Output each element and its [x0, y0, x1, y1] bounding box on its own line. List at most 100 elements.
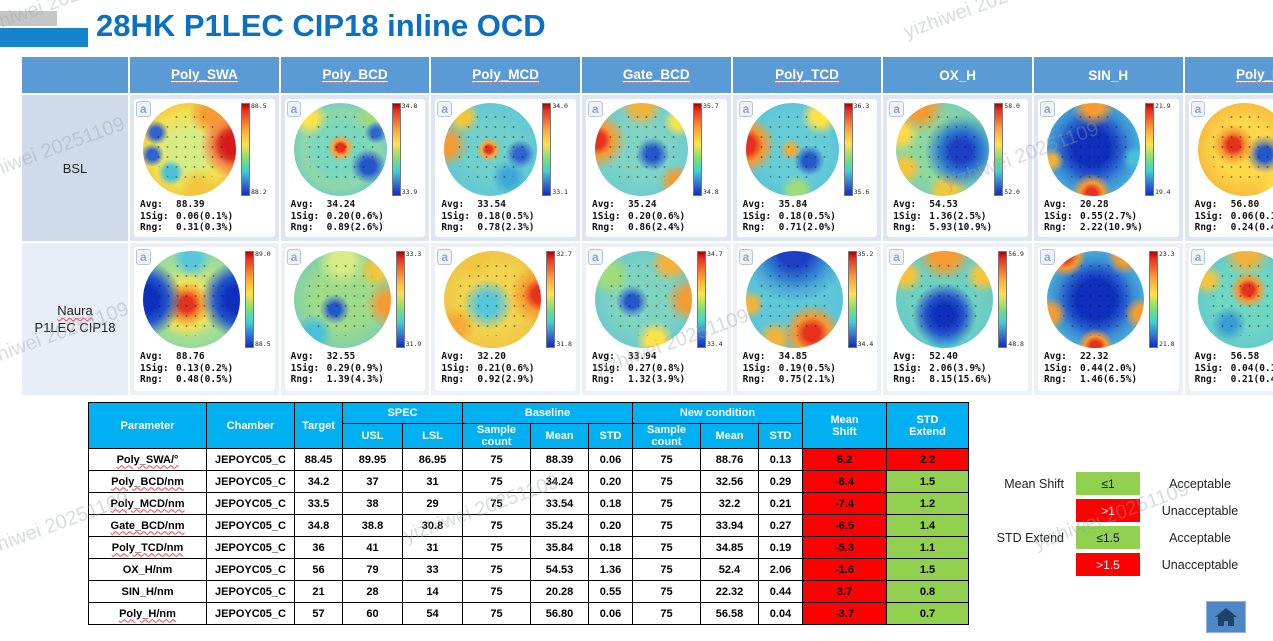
chamber-cell: JEPOYC05_C: [206, 470, 295, 493]
mean-shift-cell: -7.4: [802, 492, 887, 515]
wafer-stats: Avg: 32.20 1Sig: 0.21(0.6%) Rng: 0.92(2.9%): [441, 351, 535, 385]
target-cell: 56: [294, 558, 343, 581]
wafer-cell-bsl-poly-bcd: a 34.8 33.9 Avg: 34.24 1Sig: 0.20(0.6%) Rng: 0.8…: [280, 95, 430, 241]
column-header-label: Gate_BCD: [622, 66, 690, 84]
wafer-stats: Avg: 33.54 1Sig: 0.18(0.5%) Rng: 0.78(2.3%): [441, 199, 535, 233]
legend-status: Acceptable: [1169, 476, 1231, 491]
row-label-text: P1LEC CIP18: [34, 320, 116, 335]
column-header-sin-h: SIN_H: [1033, 57, 1183, 93]
legend-row: >1 Unacceptable: [970, 497, 1252, 524]
wafer-map: [1197, 103, 1273, 196]
wafer-cell-naura-poly-tcd: a 35.2 34.4 Avg: 34.85 1Sig: 0.19(0.5%) Rng: 0.7…: [732, 243, 882, 395]
legend-row: >1.5 Unacceptable: [970, 551, 1252, 578]
wafer-cell-naura-poly-mcd: a 32.7 31.8 Avg: 32.20 1Sig: 0.21(0.6%) Rng: 0.9…: [431, 243, 580, 395]
wafer-stats: Avg: 22.32 1Sig: 0.44(2.0%) Rng: 1.46(6.5%): [1043, 351, 1138, 385]
table-row: Poly_BCD/nm JEPOYC05_C 34.2 37 31 75 34.24 0.20…: [88, 470, 969, 493]
new-count-cell: 75: [632, 580, 701, 603]
baseline-mean-cell: 56.80: [530, 602, 589, 625]
new-std-cell: 0.27: [758, 514, 803, 537]
wafer-cell-bsl-ox-h: a 58.0 52.0 Avg: 54.53 1Sig: 1.36(2.5%) Rng: 5.9…: [883, 95, 1032, 241]
watermark: yizhiwei 20251109: [900, 0, 1062, 44]
wafer-map: [896, 251, 994, 348]
table-row: Gate_BCD/nm JEPOYC05_C 34.8 38.8 30.8 75 35.24…: [88, 514, 969, 537]
th-new-condition-group: New condition: [632, 402, 803, 424]
baseline-mean-cell: 35.84: [530, 536, 589, 559]
usl-cell: 41: [342, 536, 403, 559]
lsl-cell: 86.95: [402, 448, 463, 471]
new-count-cell: 75: [632, 448, 701, 471]
new-count-cell: 75: [632, 492, 701, 515]
wafer-cell-naura-poly-h: a56.756.3Avg:56.581Sig:0.04(0.1%)Rng:0.2…: [1184, 243, 1273, 395]
param-cell: Poly_MCD/nm: [88, 492, 207, 515]
row-label-text: BSL: [62, 160, 88, 176]
table-row: Poly_SWA/° JEPOYC05_C 88.45 89.95 86.95 75 88.…: [88, 448, 969, 471]
wafer-stats: Avg: 54.53 1Sig: 1.36(2.5%) Rng: 5.93(10.9%): [893, 199, 993, 233]
baseline-mean-cell: 33.54: [530, 492, 589, 515]
legend: Mean Shift ≤1 Acceptable >1 Unacceptable ST…: [970, 470, 1252, 578]
a-logo: a: [1039, 249, 1055, 265]
chamber-cell: JEPOYC05_C: [206, 602, 295, 625]
home-button[interactable]: [1206, 601, 1246, 633]
usl-cell: 38.8: [342, 514, 403, 537]
mean-shift-cell: -3.7: [802, 602, 887, 625]
a-logo: a: [286, 101, 302, 117]
wafer-stats: Avg: 32.55 1Sig: 0.29(0.9%) Rng: 1.39(4.3%): [290, 351, 384, 385]
new-std-cell: 0.29: [758, 470, 803, 493]
usl-cell: 38: [342, 492, 403, 515]
a-logo: a: [889, 249, 904, 265]
chamber-cell: JEPOYC05_C: [206, 448, 295, 471]
colorbar: 32.7 31.8: [546, 251, 572, 348]
new-mean-cell: 52.4: [700, 558, 759, 581]
wafer-stats: Avg: 33.94 1Sig: 0.27(0.8%) Rng: 1.32(3.9%): [591, 351, 686, 385]
column-header-label: Poly_SWA: [170, 66, 238, 84]
table-row: Poly_TCD/nm JEPOYC05_C 36 41 31 75 35.84 0.18 75…: [88, 536, 969, 559]
mean-shift-cell: -6.5: [802, 514, 887, 537]
a-logo: a: [1039, 101, 1055, 117]
colorbar: 35.7 34.8: [692, 103, 719, 196]
wafer-map: [1197, 251, 1273, 348]
grid-corner-cell: [22, 57, 128, 93]
a-logo: a: [136, 101, 151, 117]
usl-cell: 37: [342, 470, 403, 493]
column-header-ox-h: OX_H: [883, 57, 1032, 93]
usl-cell: 89.95: [342, 448, 403, 471]
th-mean-shift: Mean Shift: [802, 402, 887, 449]
new-std-cell: 0.13: [758, 448, 803, 471]
a-logo: a: [738, 249, 754, 265]
std-extend-cell: 2.2: [886, 448, 969, 471]
th-std-extend: STD Extend: [886, 402, 969, 449]
colorbar: 23.3 21.8: [1148, 251, 1175, 348]
th-spec-group: SPEC: [342, 402, 463, 424]
param-cell: Poly_BCD/nm: [88, 470, 207, 493]
chamber-cell: JEPOYC05_C: [206, 514, 295, 537]
mean-shift-cell: -8.4: [802, 470, 887, 493]
wafer-stats: Avg: 52.40 1Sig: 2.06(3.9%) Rng: 8.15(15.6%): [893, 351, 993, 385]
new-std-cell: 0.04: [758, 602, 803, 625]
wafer-map: [1046, 103, 1140, 196]
column-header-poly-tcd: Poly_TCD: [732, 57, 882, 93]
target-cell: 34.8: [294, 514, 343, 537]
std-extend-cell: 1.1: [886, 536, 969, 559]
param-cell: SIN_H/nm: [88, 580, 207, 603]
lsl-cell: 31: [402, 470, 463, 493]
wafer-grid: Poly_SWA Poly_BCD Poly_MCD Gate_BCD Poly…: [22, 57, 1273, 395]
lsl-cell: 29: [402, 492, 463, 515]
usl-cell: 28: [342, 580, 403, 603]
table-row: Poly_H/nm JEPOYC05_C 57 60 54 75 56.80 0.06 75 56…: [88, 602, 969, 625]
usl-cell: 79: [342, 558, 403, 581]
baseline-std-cell: 1.36: [588, 558, 633, 581]
wafer-cell-naura-ox-h: a 56.9 48.8 Avg: 52.40 1Sig: 2.06(3.9%) Rng: 8.1…: [883, 243, 1032, 395]
th-new-sample-count: Sample count: [632, 423, 701, 449]
wafer-cell-bsl-sin-h: a 21.9 19.4 Avg: 20.28 1Sig: 0.55(2.7%) Rng: 2.2…: [1033, 95, 1183, 241]
row-label-naura: Naura P1LEC CIP18: [22, 243, 128, 395]
new-std-cell: 2.06: [758, 558, 803, 581]
row-label-bsl: BSL: [22, 95, 128, 241]
new-count-cell: 75: [632, 558, 701, 581]
baseline-mean-cell: 88.39: [530, 448, 589, 471]
wafer-cell-bsl-poly-tcd: a 36.3 35.6 Avg: 35.84 1Sig: 0.18(0.5%) Rng: 0.7…: [732, 95, 882, 241]
wafer-cell-naura-sin-h: a 23.3 21.8 Avg: 22.32 1Sig: 0.44(2.0%) Rng: 1.4…: [1033, 243, 1183, 395]
baseline-count-cell: 75: [462, 514, 531, 537]
